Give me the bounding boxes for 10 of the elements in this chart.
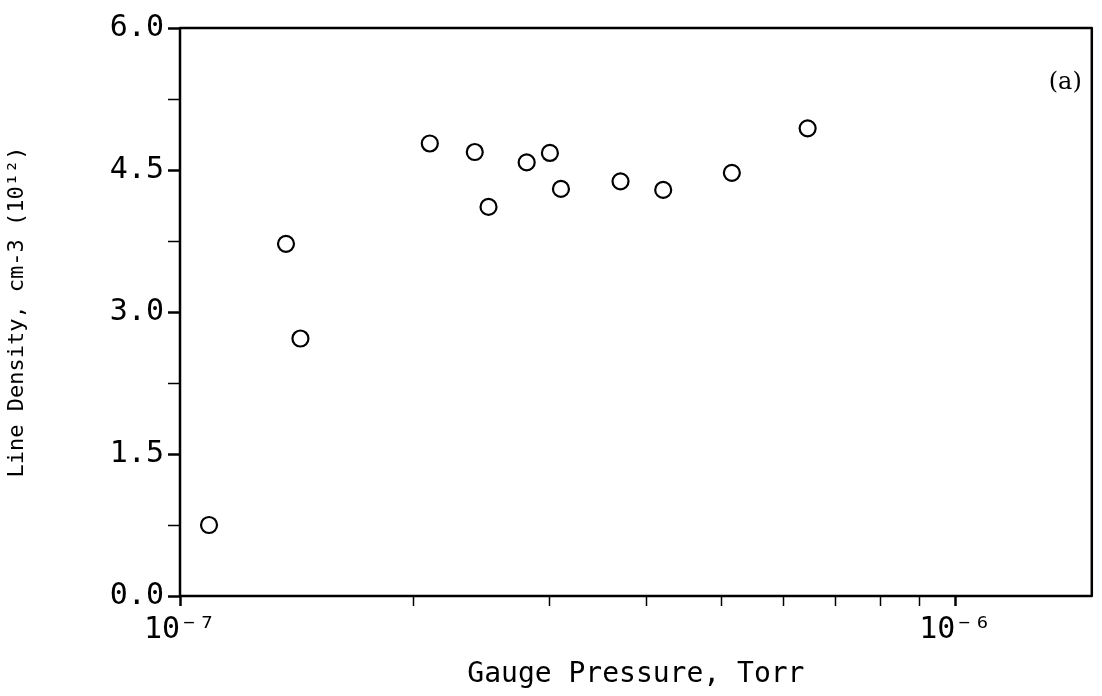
y-tick-label: 3.0 (109, 291, 164, 327)
y-tick-label: 1.5 (109, 433, 164, 469)
y-tick-label: 0.0 (109, 575, 164, 611)
y-tick-label: 6.0 (109, 7, 164, 43)
annotation: (a) (1048, 67, 1082, 96)
x-tick-label: 10⁻⁷ (143, 609, 217, 645)
y-axis-title: Line Density, cm-3 (10¹²) (2, 146, 28, 478)
x-tick-label: 10⁻⁶ (919, 609, 992, 645)
y-tick-label: 4.5 (109, 149, 164, 185)
x-axis-title: Gauge Pressure, Torr (467, 656, 805, 690)
